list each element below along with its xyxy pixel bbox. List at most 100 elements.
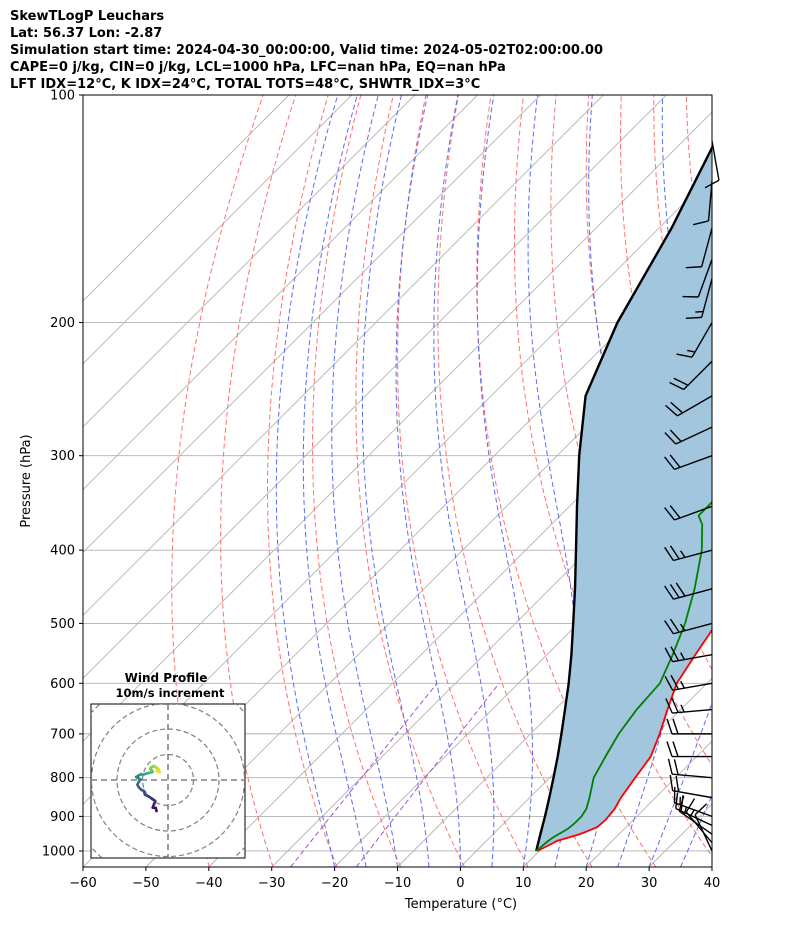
isotherm-line	[83, 95, 604, 617]
chart-title: SkewTLogP Leuchars	[10, 9, 165, 24]
wind-barb	[704, 140, 720, 189]
profile-lines	[535, 145, 712, 852]
dry-adiabat	[653, 95, 712, 453]
x-tick-label: −50	[132, 876, 159, 891]
y-tick-label: 700	[50, 727, 75, 742]
dry-adiabat	[355, 95, 465, 867]
wind-barb-flag	[685, 266, 702, 269]
y-axis-label: Pressure (hPa)	[19, 434, 34, 527]
x-tick-label: 40	[704, 876, 721, 891]
isotherm-line	[83, 95, 478, 491]
wind-barb-flag	[664, 585, 674, 600]
mixing-ratio-line	[290, 682, 438, 867]
wind-barb	[669, 774, 713, 799]
dry-adiabat	[437, 95, 593, 867]
wind-barb-flag	[671, 697, 679, 713]
wind-barb	[664, 618, 713, 635]
dewpoint-line	[535, 500, 712, 852]
wind-barb-staff	[672, 789, 713, 799]
wind-barb-flag	[672, 741, 679, 757]
isotherm-line	[83, 95, 416, 428]
wind-barb	[664, 505, 713, 521]
wind-barb-staff	[672, 773, 713, 779]
wind-barb-flag	[676, 353, 693, 358]
wind-barb-flag	[669, 381, 685, 391]
moist-adiabat	[711, 865, 712, 867]
x-tick-label: −60	[69, 876, 96, 891]
wind-barb	[664, 454, 713, 471]
wind-barb-staff	[674, 505, 713, 521]
moist-adiabat	[617, 95, 700, 867]
wind-barb-staff	[674, 455, 713, 471]
wind-barb-flag	[664, 507, 675, 521]
wind-barb-staff	[673, 549, 713, 562]
dry-adiabat	[719, 95, 794, 867]
isotherm-line	[83, 95, 667, 679]
wind-barb	[666, 718, 712, 735]
y-tick-label: 300	[50, 449, 75, 464]
wind-barb-staff	[711, 140, 720, 181]
wind-barb-staff	[683, 360, 713, 391]
isotherm-line	[334, 488, 712, 867]
wind-barb-flag	[672, 718, 679, 735]
wind-barb-staff	[675, 807, 713, 827]
isotherm-line	[397, 551, 712, 867]
hodograph-plot	[91, 704, 245, 858]
wind-barb	[682, 259, 713, 298]
wind-barb-flag	[666, 718, 673, 735]
wind-barb-staff	[673, 622, 713, 635]
x-tick-label: 20	[578, 876, 595, 891]
x-tick-label: 30	[641, 876, 658, 891]
wind-barbs	[664, 140, 720, 852]
wind-barb-flag	[685, 798, 696, 813]
x-tick-label: 0	[456, 876, 464, 891]
wind-barb-staff	[672, 682, 713, 691]
wind-barb-flag	[664, 432, 677, 445]
isotherm-line	[775, 95, 794, 867]
wind-barb-flag	[675, 792, 679, 809]
wind-barb-staff	[672, 708, 713, 714]
moist-adiabat	[395, 95, 461, 867]
wind-barb-half-flag	[680, 652, 686, 660]
wind-barb-half-flag	[683, 806, 688, 815]
wind-barb-flag	[669, 429, 682, 442]
isotherm-line	[145, 300, 712, 867]
wind-barb-flag	[664, 456, 675, 470]
parcel-profile-line	[535, 145, 712, 852]
wind-barb	[666, 741, 712, 758]
wind-barb-flag	[666, 741, 673, 757]
x-tick-label: −30	[258, 876, 285, 891]
y-tick-label: 200	[50, 316, 75, 331]
dry-adiabat	[752, 95, 794, 867]
wind-barb-flag	[673, 759, 679, 775]
wind-barb-half-flag	[680, 623, 686, 632]
wind-barb-flag	[669, 505, 681, 519]
moist-adiabat	[527, 95, 579, 867]
x-tick-label: −40	[195, 876, 222, 891]
dry-adiabat	[311, 95, 402, 867]
wind-barb-flag	[664, 546, 674, 561]
wind-barb-flag	[692, 220, 709, 226]
wind-barb	[664, 646, 713, 663]
moist-adiabat	[331, 95, 398, 867]
x-tick-label: −10	[384, 876, 411, 891]
wind-barb-half-flag	[680, 680, 686, 689]
y-tick-label: 600	[50, 677, 75, 692]
moist-adiabat	[476, 95, 533, 867]
wind-barb-flag	[680, 795, 684, 812]
wind-barb	[676, 322, 713, 358]
wind-barb-half-flag	[680, 550, 686, 558]
wind-barb-staff	[678, 810, 713, 835]
dry-adiabat	[784, 95, 794, 867]
wind-barb-flag	[669, 774, 674, 791]
wind-barb-half-flag	[680, 704, 685, 713]
wind-barb	[669, 360, 713, 391]
hodograph-subtitle: 10m/s increment	[116, 686, 225, 700]
wind-barb-flag	[670, 674, 680, 690]
wind-barb-staff	[685, 811, 713, 844]
wind-barb	[667, 758, 713, 779]
wind-barb-flag	[670, 401, 684, 414]
wind-barb-staff	[672, 654, 713, 663]
wind-barb	[685, 227, 713, 269]
wind-barb-staff	[691, 322, 713, 358]
